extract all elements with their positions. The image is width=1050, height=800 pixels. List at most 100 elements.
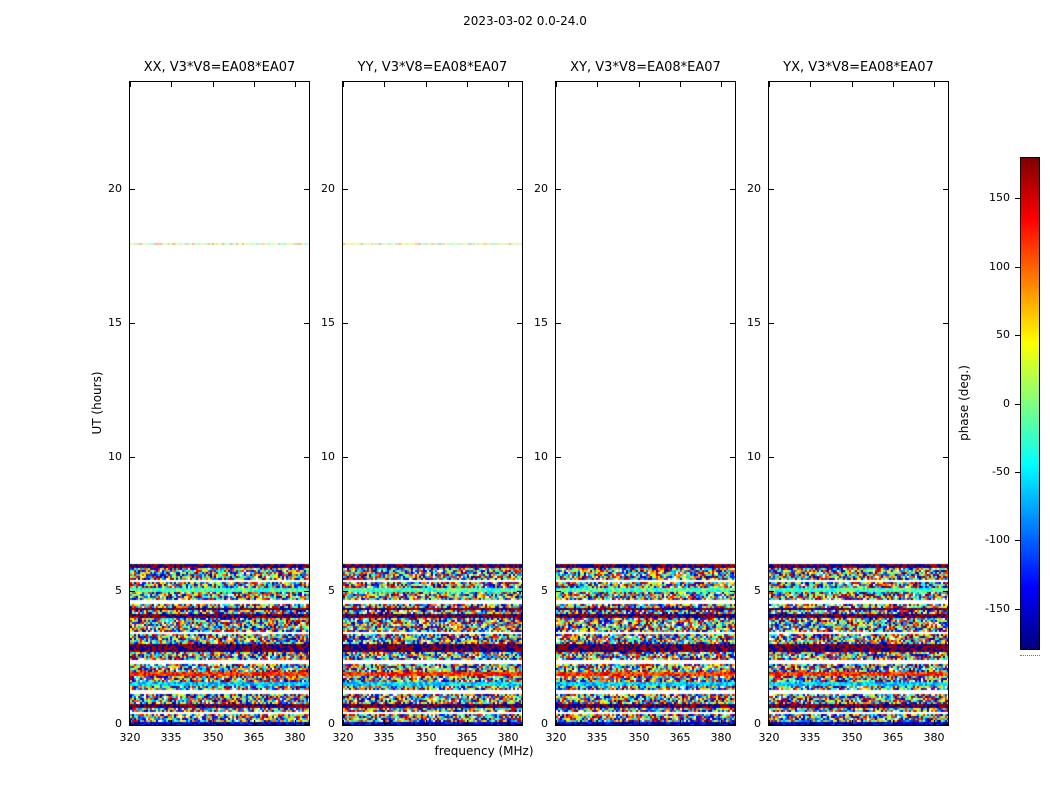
heatmap-canvas-xy <box>556 82 735 725</box>
axis-tick <box>556 724 561 725</box>
y-axis-label: UT (hours) <box>90 371 104 435</box>
axis-tick <box>304 591 309 592</box>
colorbar-tick <box>1015 198 1020 199</box>
axis-tick <box>254 720 255 725</box>
axis-tick <box>304 189 309 190</box>
panel-title-xy: XY, V3*V8=EA08*EA07 <box>570 60 721 75</box>
axis-tick <box>639 82 640 87</box>
plot-area-yy <box>342 81 523 726</box>
axis-tick <box>769 591 774 592</box>
y-tick-label: 5 <box>754 584 761 597</box>
colorbar <box>1020 157 1040 650</box>
axis-tick <box>213 82 214 87</box>
axis-tick <box>721 82 722 87</box>
axis-tick <box>343 189 348 190</box>
axis-tick <box>769 189 774 190</box>
axis-tick <box>130 457 135 458</box>
x-tick-label: 320 <box>758 731 780 744</box>
colorbar-tick-label: 150 <box>989 191 1010 204</box>
axis-tick <box>556 591 561 592</box>
colorbar-tick-label: -100 <box>985 533 1010 546</box>
x-tick-label: 365 <box>456 731 478 744</box>
y-tick-label: 20 <box>108 182 122 195</box>
colorbar-tick-label: -50 <box>992 465 1010 478</box>
panel-title-xx: XX, V3*V8=EA08*EA07 <box>143 60 296 75</box>
x-tick-label: 320 <box>332 731 354 744</box>
axis-tick <box>304 323 309 324</box>
axis-tick <box>517 189 522 190</box>
axis-tick <box>769 457 774 458</box>
x-tick-label: 365 <box>243 731 265 744</box>
axis-tick <box>130 323 135 324</box>
y-tick-label: 10 <box>321 450 335 463</box>
y-tick-label: 15 <box>321 316 335 329</box>
axis-tick <box>343 323 348 324</box>
y-tick-label: 5 <box>115 584 122 597</box>
x-axis-label: frequency (MHz) <box>434 744 534 758</box>
axis-tick <box>517 724 522 725</box>
axis-tick <box>680 720 681 725</box>
y-tick-label: 20 <box>534 182 548 195</box>
colorbar-tick <box>1015 335 1020 336</box>
colorbar-tick <box>1015 609 1020 610</box>
axis-tick <box>517 457 522 458</box>
axis-tick <box>810 720 811 725</box>
x-tick-label: 335 <box>160 731 182 744</box>
axis-tick <box>852 720 853 725</box>
y-tick-label: 20 <box>321 182 335 195</box>
y-tick-label: 10 <box>747 450 761 463</box>
axis-tick <box>810 82 811 87</box>
colorbar-tick <box>1015 540 1020 541</box>
y-tick-label: 10 <box>108 450 122 463</box>
axis-tick <box>597 720 598 725</box>
y-tick-label: 0 <box>754 717 761 730</box>
colorbar-gradient <box>1021 158 1039 649</box>
axis-tick <box>730 591 735 592</box>
axis-tick <box>295 82 296 87</box>
colorbar-tick <box>1015 267 1020 268</box>
colorbar-tick-label: 0 <box>1003 397 1010 410</box>
figure-title: 2023-03-02 0.0-24.0 <box>463 14 587 28</box>
axis-tick <box>730 457 735 458</box>
y-tick-label: 0 <box>328 717 335 730</box>
axis-tick <box>343 591 348 592</box>
axis-tick <box>943 724 948 725</box>
colorbar-tick-label: 100 <box>989 260 1010 273</box>
axis-tick <box>556 323 561 324</box>
x-tick-label: 350 <box>628 731 650 744</box>
axis-tick <box>130 591 135 592</box>
axis-tick <box>943 189 948 190</box>
axis-tick <box>213 720 214 725</box>
x-tick-label: 350 <box>415 731 437 744</box>
x-tick-label: 350 <box>202 731 224 744</box>
axis-tick <box>384 720 385 725</box>
x-tick-label: 380 <box>710 731 732 744</box>
axis-tick <box>295 720 296 725</box>
y-tick-label: 5 <box>328 584 335 597</box>
axis-tick <box>517 323 522 324</box>
y-tick-label: 15 <box>108 316 122 329</box>
axis-tick <box>556 720 557 725</box>
axis-tick <box>426 720 427 725</box>
colorbar-tick-label: 50 <box>996 328 1010 341</box>
axis-tick <box>556 82 557 87</box>
x-tick-label: 335 <box>586 731 608 744</box>
axis-tick <box>769 724 774 725</box>
axis-tick <box>943 323 948 324</box>
axis-tick <box>343 457 348 458</box>
y-tick-label: 10 <box>534 450 548 463</box>
axis-tick <box>556 457 561 458</box>
x-tick-label: 350 <box>841 731 863 744</box>
x-tick-label: 335 <box>799 731 821 744</box>
heatmap-canvas-yx <box>769 82 948 725</box>
axis-tick <box>730 189 735 190</box>
axis-tick <box>852 82 853 87</box>
axis-tick <box>893 720 894 725</box>
axis-tick <box>508 720 509 725</box>
panel-title-yx: YX, V3*V8=EA08*EA07 <box>783 60 934 75</box>
axis-tick <box>467 82 468 87</box>
axis-tick <box>934 720 935 725</box>
y-tick-label: 0 <box>115 717 122 730</box>
axis-tick <box>639 720 640 725</box>
